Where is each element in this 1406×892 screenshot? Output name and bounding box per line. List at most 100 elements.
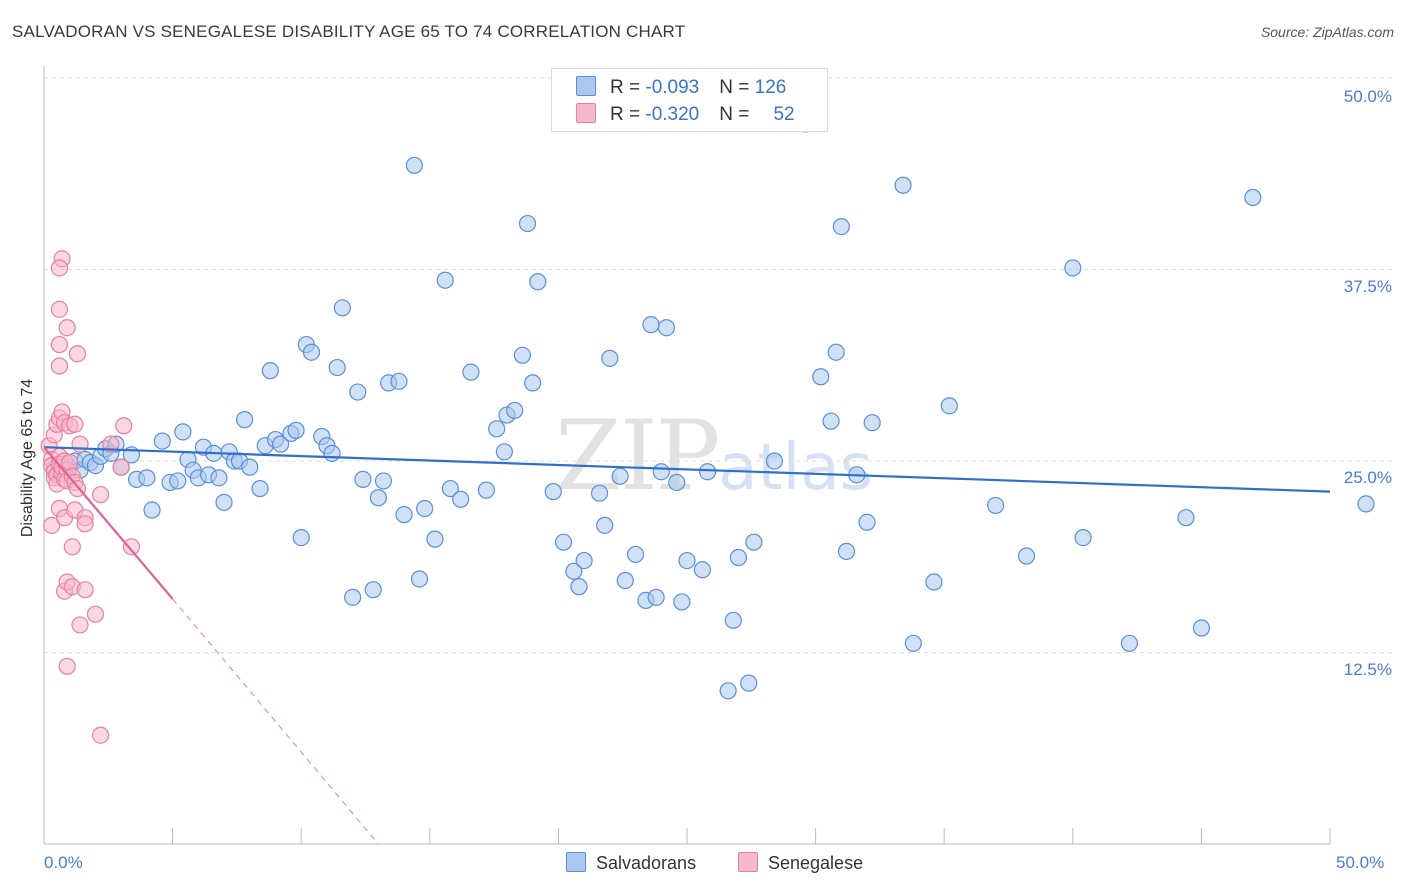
salvadorans-series xyxy=(45,70,1375,700)
salvadorans-point xyxy=(169,472,187,490)
salvadorans-point xyxy=(668,473,686,492)
salvadorans-point xyxy=(374,472,393,490)
salvadorans-point xyxy=(596,516,614,534)
salvadorans-point xyxy=(652,463,670,481)
salvadorans-point xyxy=(904,634,922,652)
senegalese-point xyxy=(91,726,110,744)
senegalese-point xyxy=(43,516,61,534)
salvadorans-point xyxy=(518,214,537,233)
salvadorans-point xyxy=(410,570,429,588)
salvadorans-point xyxy=(724,611,742,629)
senegalese-point xyxy=(112,458,130,476)
salvadorans-point xyxy=(251,479,269,498)
salvadorans-point xyxy=(1192,619,1211,637)
senegalese-point xyxy=(68,345,87,363)
salvadorans-point xyxy=(765,452,784,470)
salvadorans-point xyxy=(488,420,506,438)
salvadorans-point xyxy=(436,271,454,289)
watermark-atlas: atlas xyxy=(718,431,873,505)
salvadorans-point xyxy=(441,479,459,498)
salvadorans-point xyxy=(344,588,362,606)
salvadorans-point xyxy=(642,316,660,334)
watermark: ZIPatlas xyxy=(555,400,873,512)
salvadorans-point xyxy=(1177,509,1195,527)
salvadorans-point xyxy=(626,545,645,564)
bottom-legend-senegalese[interactable]: Senegalese xyxy=(738,852,863,874)
salvadorans-point xyxy=(1064,259,1082,277)
senegalese-point xyxy=(115,417,133,435)
salvadorans-point xyxy=(1244,188,1262,207)
salvadorans-point xyxy=(333,299,351,317)
source-label: Source: ZipAtlas.com xyxy=(1260,24,1394,40)
senegalese-point xyxy=(122,538,141,556)
legend-n-value: 52 xyxy=(773,104,795,125)
salvadorans-point xyxy=(647,588,665,606)
salvadorans-point xyxy=(1120,634,1138,652)
y-axis-label: Disability Age 65 to 74 xyxy=(19,378,36,538)
salvadorans-point xyxy=(395,506,413,524)
salvadorans-point xyxy=(822,412,840,430)
salvadorans-point xyxy=(143,501,161,519)
y-tick-label: 37.5% xyxy=(1343,277,1392,296)
salvadorans-point xyxy=(452,490,470,508)
salvadorans-point xyxy=(673,593,691,611)
senegalese-point xyxy=(66,415,84,433)
legend-r-value: -0.320 xyxy=(645,104,700,125)
y-tick-label: 12.5% xyxy=(1343,660,1392,679)
legend-r-value: -0.093 xyxy=(645,77,700,98)
bottom-legend-label: Salvadorans xyxy=(596,853,697,873)
salvadorans-point xyxy=(302,343,321,361)
salvadorans-point xyxy=(657,319,676,337)
salvadorans-point xyxy=(524,374,542,392)
salvadorans-point xyxy=(894,176,912,194)
senegalese-point xyxy=(58,319,76,337)
salvadorans-point xyxy=(241,458,259,476)
senegalese-point xyxy=(86,605,105,623)
senegalese-point xyxy=(58,657,76,675)
salvadorans-point xyxy=(1017,547,1036,565)
salvadorans-point xyxy=(616,571,634,590)
salvadorans-point xyxy=(390,372,408,390)
legend-n-value: 126 xyxy=(754,77,787,98)
x-tick-label-min: 0.0% xyxy=(44,853,83,872)
salvadorans-point xyxy=(153,432,171,450)
bottom-legend-salvadorans[interactable]: Salvadorans xyxy=(566,852,696,874)
salvadorans-point xyxy=(495,443,513,461)
senegalese-point xyxy=(71,616,89,634)
salvadorans-point xyxy=(323,444,341,462)
chart-title: SALVADORAN VS SENEGALESE DISABILITY AGE … xyxy=(12,22,686,41)
salvadorans-swatch xyxy=(576,76,596,96)
trend-lines xyxy=(43,446,1331,845)
salvadorans-point xyxy=(544,483,562,501)
salvadorans-point xyxy=(354,470,372,488)
salvadorans-point xyxy=(506,401,524,420)
salvadorans-point xyxy=(987,496,1005,515)
salvadorans-point xyxy=(272,435,290,453)
salvadorans-point xyxy=(590,484,609,502)
salvadorans-point xyxy=(1357,495,1375,513)
salvadorans-point xyxy=(292,528,310,547)
salvadorans-point xyxy=(426,530,444,548)
senegalese-point xyxy=(50,357,69,375)
axes xyxy=(43,66,1331,845)
salvadorans-point xyxy=(740,674,758,692)
salvadorans-point xyxy=(236,411,254,429)
salvadorans-point xyxy=(719,682,737,700)
salvadorans-point xyxy=(565,562,583,580)
salvadorans-point xyxy=(138,469,156,487)
legend-row-salvadorans: R = -0.093 N = 126 xyxy=(576,76,786,100)
legend-r-label: R = xyxy=(610,77,646,98)
salvadorans-point xyxy=(215,493,233,511)
salvadorans-point xyxy=(693,561,712,579)
salvadorans-point xyxy=(940,397,958,415)
senegalese-point xyxy=(50,335,69,354)
x-tick-label-max: 50.0% xyxy=(1336,853,1385,872)
salvadorans-point xyxy=(416,499,434,518)
senegalese-point xyxy=(63,538,81,556)
salvadorans-point xyxy=(729,548,748,567)
salvadorans-point xyxy=(529,273,547,291)
gridlines xyxy=(44,77,1394,653)
senegalese-point xyxy=(50,300,69,318)
salvadorans-point xyxy=(575,551,593,570)
